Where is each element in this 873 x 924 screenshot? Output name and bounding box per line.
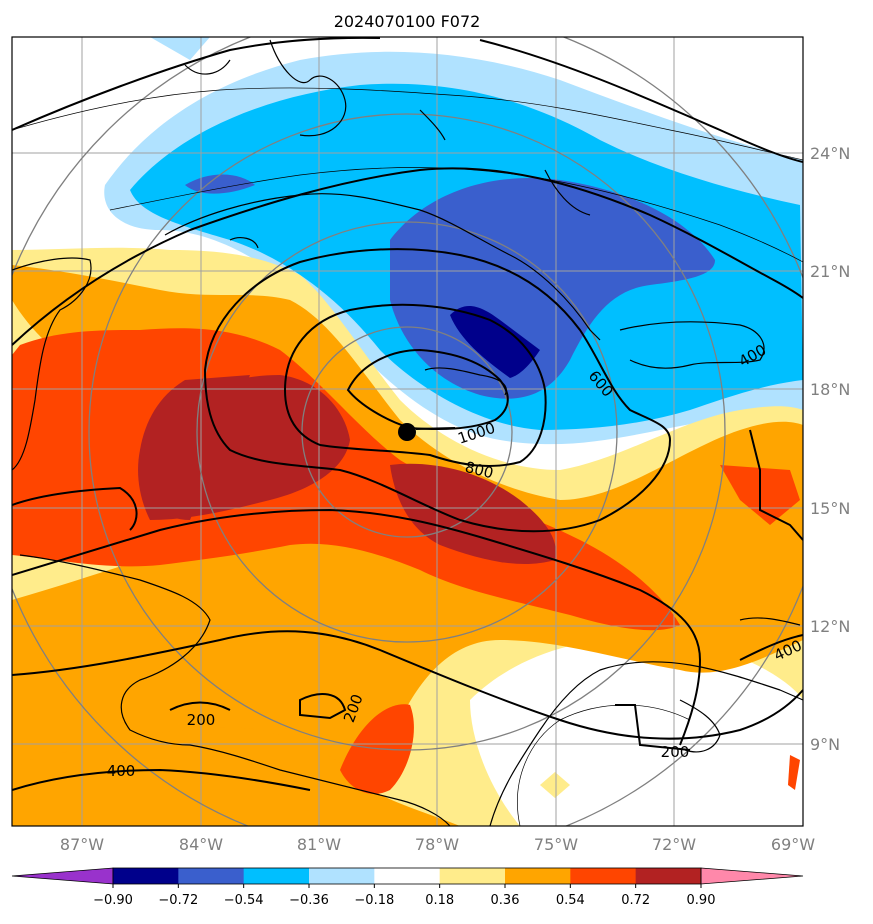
lat-label: 15°N — [810, 499, 850, 518]
contour-400-ne — [479, 39, 803, 163]
contour-800 — [283, 303, 547, 467]
graticule — [12, 37, 803, 826]
map-panel: 1000 800 600 400 400 200 200 200 400 — [12, 37, 803, 826]
contour-label-200-w: 200 — [187, 711, 216, 729]
contour-400-e — [739, 634, 803, 661]
colorbar-tick-label: −0.90 — [93, 893, 133, 908]
shading-navy — [450, 305, 540, 378]
colorbar-segment — [374, 868, 441, 884]
coastlines — [12, 39, 803, 826]
colorbar: −0.90 −0.72 −0.54 −0.36 −0.18 0.18 0.36 0.54 0.7… — [11, 867, 804, 908]
contour-200-e — [615, 704, 691, 751]
colorbar-tick-label: 0.18 — [425, 893, 454, 908]
lat-label: 18°N — [810, 380, 850, 399]
colorbar-tick-label: 0.54 — [556, 893, 585, 908]
colorbar-segment — [439, 868, 506, 884]
colorbar-segment — [309, 868, 375, 884]
contour-400-sw — [12, 768, 311, 791]
lat-label: 21°N — [810, 262, 850, 281]
lon-label: 84°W — [179, 835, 223, 854]
map-frame — [11, 36, 804, 827]
lon-label: 72°W — [652, 835, 696, 854]
bold-contours — [12, 37, 803, 791]
colorbar-tick-label: 0.72 — [621, 893, 650, 908]
contour-200-d — [299, 693, 347, 720]
colorbar-tick-label: −0.36 — [289, 893, 329, 908]
lat-label: 12°N — [810, 617, 850, 636]
shading-white-south — [470, 637, 803, 826]
lat-label: 9°N — [810, 735, 840, 754]
contour-200-a — [12, 508, 702, 746]
contour-label-400-sw: 400 — [107, 762, 136, 780]
colorbar-segment — [113, 868, 179, 884]
lat-label: 24°N — [810, 144, 850, 163]
lat-labels: 24°N 21°N 18°N 15°N 12°N 9°N — [810, 144, 850, 754]
shading-orange-red-4 — [788, 755, 800, 790]
storm-center-marker — [398, 423, 416, 441]
colorbar-segment — [178, 868, 245, 884]
lon-label: 78°W — [415, 835, 459, 854]
contour-200-c — [169, 701, 231, 711]
range-rings — [12, 37, 803, 826]
colorbar-tick-label: 0.36 — [491, 893, 520, 908]
lon-label: 81°W — [297, 835, 341, 854]
lon-labels: 87°W 84°W 81°W 78°W 75°W 72°W 69°W — [60, 835, 815, 854]
lon-label: 75°W — [534, 835, 578, 854]
contour-outer-north — [12, 37, 381, 131]
colorbar-tick-label: −0.72 — [158, 893, 198, 908]
shading-light-blue-3 — [150, 37, 210, 60]
colorbar-segment — [243, 868, 310, 884]
colorbar-tick-label: 0.90 — [687, 893, 716, 908]
colorbar-segment — [635, 868, 702, 884]
map-title: 2024070100 F072 — [334, 12, 481, 31]
colorbar-tick-label: −0.18 — [354, 893, 394, 908]
shading-firebrick-3 — [140, 375, 250, 520]
lon-label: 87°W — [60, 835, 104, 854]
contour-400-s — [12, 630, 803, 740]
contour-600 — [203, 248, 672, 533]
contour-label-200-e: 200 — [661, 743, 690, 761]
colorbar-tick-label: −0.54 — [224, 893, 264, 908]
colorbar-segment — [570, 868, 637, 884]
contour-400-a — [12, 167, 803, 346]
colorbar-extend-high — [700, 867, 804, 885]
contour-ne-box — [749, 429, 803, 541]
colorbar-extend-low — [11, 867, 114, 885]
colorbar-frame — [112, 867, 702, 885]
colorbar-segment — [505, 868, 571, 884]
shading-yellow-dot — [540, 772, 570, 798]
lon-label: 69°W — [771, 835, 815, 854]
contour-200-b — [12, 486, 138, 531]
